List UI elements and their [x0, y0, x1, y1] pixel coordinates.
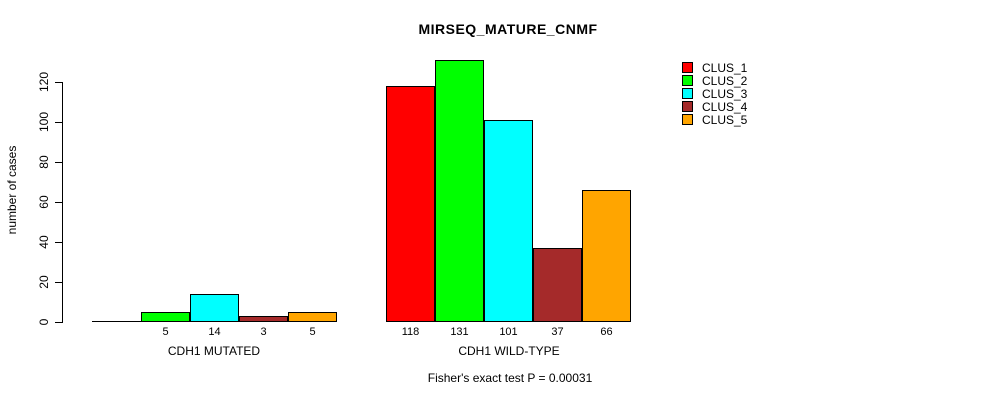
legend-swatch-clus_4: [682, 101, 693, 112]
bar-value-label: 101: [499, 326, 518, 338]
y-axis-tick: [55, 282, 62, 283]
y-axis-tick-label: 20: [37, 275, 51, 289]
y-axis-tick-label: 60: [37, 195, 51, 209]
bar-clus_1-cdh1-mutated: [92, 321, 141, 322]
bar-clus_5-cdh1-wild-type: [582, 190, 631, 322]
bar-clus_4-cdh1-mutated: [239, 316, 288, 322]
bar-clus_3-cdh1-mutated: [190, 294, 239, 322]
legend-swatch-clus_2: [682, 75, 693, 86]
bar-clus_5-cdh1-mutated: [288, 312, 337, 322]
legend-label-clus_1: CLUS_1: [702, 61, 748, 75]
y-axis-tick-label: 100: [37, 111, 51, 133]
legend-label-clus_5: CLUS_5: [702, 113, 748, 127]
y-axis-tick-label: 80: [37, 155, 51, 169]
y-axis-tick-label: 40: [37, 235, 51, 249]
bar-value-label: 118: [401, 326, 420, 338]
bar-clus_1-cdh1-wild-type: [386, 86, 435, 322]
y-axis-tick-label: 120: [37, 71, 51, 93]
group-label-cdh1-wild-type: CDH1 WILD-TYPE: [458, 344, 560, 358]
bar-value-label: 37: [551, 326, 564, 338]
fisher-test-annotation: Fisher's exact test P = 0.00031: [427, 371, 593, 385]
y-axis-tick: [55, 162, 62, 163]
bar-clus_2-cdh1-mutated: [141, 312, 190, 322]
legend-label-clus_3: CLUS_3: [702, 87, 748, 101]
bar-clus_3-cdh1-wild-type: [484, 120, 533, 322]
y-axis-tick: [55, 322, 62, 323]
bar-value-label: 5: [309, 326, 316, 338]
y-axis-tick: [55, 242, 62, 243]
bar-value-label: 131: [450, 326, 469, 338]
bar-value-label: 66: [600, 326, 613, 338]
group-label-cdh1-mutated: CDH1 MUTATED: [167, 344, 261, 358]
y-axis-tick: [55, 122, 62, 123]
y-axis-tick: [55, 202, 62, 203]
y-axis-tick: [55, 82, 62, 83]
chart-title: MIRSEQ_MATURE_CNMF: [418, 21, 598, 37]
bar-clus_4-cdh1-wild-type: [533, 248, 582, 322]
bar-clus_2-cdh1-wild-type: [435, 60, 484, 322]
y-axis-line: [62, 82, 63, 323]
y-axis-label: number of cases: [5, 145, 19, 235]
legend-swatch-clus_1: [682, 62, 693, 73]
legend-swatch-clus_5: [682, 114, 693, 125]
y-axis-tick-label: 0: [37, 318, 51, 326]
bar-value-label: 3: [260, 326, 267, 338]
legend-swatch-clus_3: [682, 88, 693, 99]
legend-label-clus_4: CLUS_4: [702, 100, 748, 114]
bar-value-label: 14: [208, 326, 221, 338]
bar-value-label: 5: [162, 326, 169, 338]
legend-label-clus_2: CLUS_2: [702, 74, 748, 88]
